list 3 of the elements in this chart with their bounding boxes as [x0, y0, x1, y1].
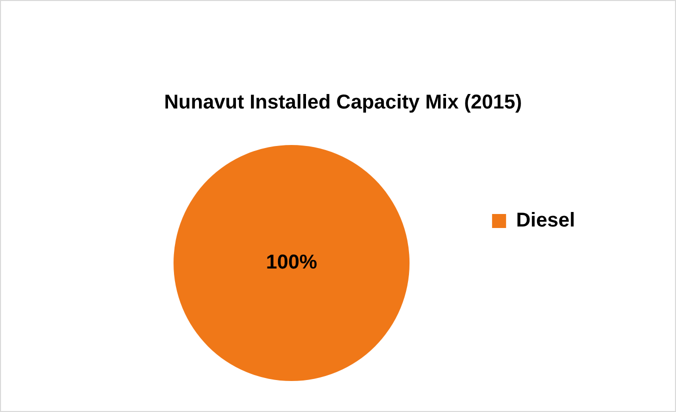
data-label: 100% — [266, 252, 318, 274]
legend-label: Diesel — [516, 210, 576, 232]
chart-title: Nunavut Installed Capacity Mix (2015) — [164, 92, 522, 114]
